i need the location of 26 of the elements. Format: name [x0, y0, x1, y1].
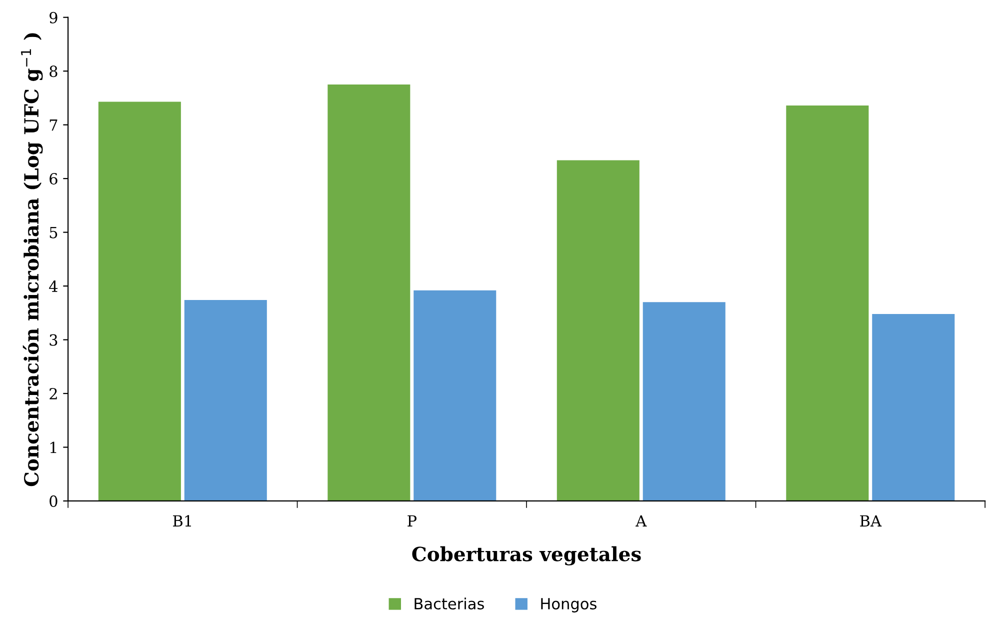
y-axis-title: Concentración microbiana (Log UFC g$^{−1}$ ) — [21, 33, 43, 486]
y-tick-label: 1 — [50, 442, 56, 454]
bar — [98, 102, 181, 501]
y-tick-label: 7 — [50, 119, 58, 131]
bar — [786, 105, 869, 501]
bar — [184, 300, 267, 501]
bar — [328, 84, 410, 501]
y-tick-label: 6 — [50, 173, 58, 185]
bar — [642, 302, 726, 501]
y-tick-label: 2 — [50, 388, 57, 400]
x-axis-title: Coberturas vegetales — [412, 546, 641, 566]
y-tick-label: 0 — [50, 495, 58, 507]
y-tick-label: 5 — [50, 226, 58, 238]
y-tick-label: 8 — [50, 66, 58, 78]
bar — [556, 160, 640, 501]
x-tick-label: B1 — [173, 515, 191, 526]
x-tick-label: A — [636, 515, 647, 526]
y-tick-label: 9 — [50, 12, 58, 24]
x-tick-label: BA — [860, 515, 882, 526]
x-tick-label: P — [408, 515, 416, 526]
bar — [414, 290, 496, 501]
bar — [872, 314, 955, 501]
y-tick-label: 4 — [49, 280, 58, 292]
y-tick-label: 3 — [50, 334, 58, 346]
legend-label: Hongos — [541, 598, 596, 612]
legend-label: Bacterias — [414, 598, 484, 610]
